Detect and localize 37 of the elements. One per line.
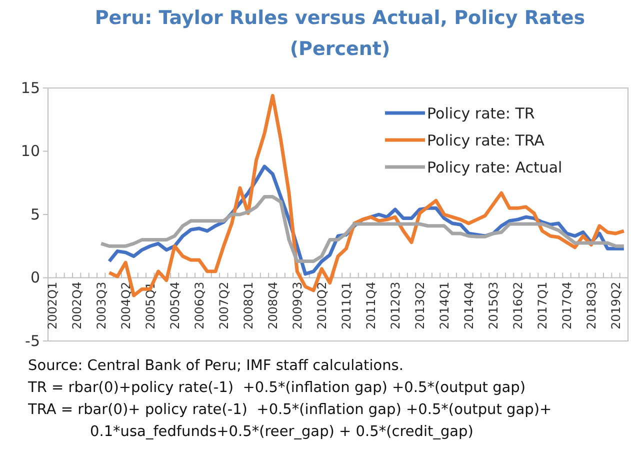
chart-subtitle: (Percent) (290, 38, 390, 60)
x-tick-label: 2011Q4 (364, 282, 378, 330)
x-tick-label: 2003Q3 (94, 282, 108, 330)
line-series (99, 195, 626, 264)
x-tick-label: 2006Q3 (192, 282, 206, 330)
x-tick-label: 2017Q1 (535, 282, 550, 330)
x-tick-label: 2014Q1 (437, 282, 452, 330)
y-tick-label: 5 (30, 205, 40, 224)
x-tick-label: 2016Q2 (510, 282, 525, 330)
x-tick-label: 2014Q4 (462, 282, 476, 330)
text: TR = rbar(0)+policy rate(-1) +0.5*(inflation gap) +0.5*(output gap) (27, 380, 526, 396)
x-tick-label: 2002Q1 (45, 282, 60, 330)
x-tick-label: 2008Q4 (266, 282, 280, 330)
legend-label: Policy rate: Actual (427, 158, 562, 176)
x-tick-label: 2008Q1 (241, 282, 256, 330)
x-tick-label: 2010Q2 (314, 282, 329, 330)
y-tick-label: -5 (25, 332, 40, 350)
x-tick-label: 2004Q2 (118, 282, 133, 330)
x-tick-label: 2011Q1 (339, 282, 354, 330)
y-tick-label: 15 (20, 78, 40, 97)
legend-label: Policy rate: TRA (427, 131, 546, 150)
x-tick-label: 2009Q3 (290, 282, 304, 330)
x-tick-label: 2015Q3 (486, 282, 500, 330)
x-tick-label: 2017Q4 (560, 282, 574, 330)
x-tick-label: 2012Q3 (388, 282, 402, 330)
y-tick-label: 0 (30, 268, 40, 287)
x-tick-label: 2013Q2 (412, 282, 427, 330)
x-tick-label: 2002Q4 (70, 282, 84, 330)
x-tick-label: 2018Q3 (584, 282, 598, 330)
source-note: Source: Central Bank of Peru; IMF staff calculations. (28, 358, 404, 374)
x-tick-label: 2005Q4 (168, 282, 182, 330)
legend-label: Policy rate: TR (427, 104, 535, 122)
chart-title: Peru: Taylor Rules versus Actual, Policy Rates (94, 7, 586, 29)
text: TRA = rbar(0)+ policy rate(-1) +0.5*(inflation gap) +0.5*(output gap)+ 0.1*usa_fedfunds+0.5*(reer_gap) + 0.5*(credit_gap) (27, 402, 552, 440)
x-tick-label: 2007Q2 (216, 282, 231, 330)
x-tick-label: 2019Q2 (608, 282, 623, 330)
y-tick-label: 10 (20, 142, 40, 160)
